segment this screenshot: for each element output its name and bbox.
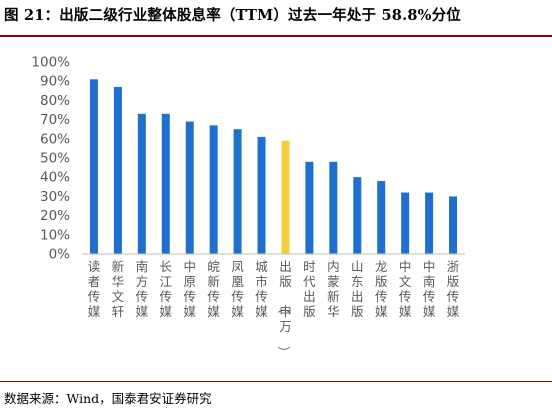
x-tick-label: 城市传媒 [255,259,268,319]
bar [329,161,338,254]
x-tick-label: 长江传媒 [160,259,173,319]
bar [113,86,122,255]
x-tick-label: 内蒙新华 [327,259,340,319]
x-tick-label: 读者传媒 [88,259,101,319]
bar [425,192,434,254]
y-tick-label: 70% [40,112,70,128]
bar [233,129,242,254]
y-tick-label: 100% [31,55,70,71]
bar [449,196,458,254]
y-tick-label: 0% [49,247,71,263]
x-tick-label: 凤凰传媒 [231,259,244,319]
source-note: 数据来源：Wind，国泰君安证券研究 [4,391,212,406]
bar [353,177,362,254]
x-tick-label: 山东出版 [351,259,364,319]
x-tick-label: 皖新传媒 [207,259,220,319]
figure-title: 图 21：出版二级行业整体股息率（TTM）过去一年处于 58.8%分位 [4,7,461,24]
x-tick-label: 中南传媒 [423,259,436,319]
y-tick-label: 80% [40,93,70,109]
y-tick-label: 20% [40,208,70,224]
y-tick-label: 60% [40,131,70,147]
source-divider [0,381,552,382]
y-tick-label: 90% [40,74,70,90]
bar [377,181,386,254]
bar [305,161,314,254]
bar [161,113,170,254]
title-divider [0,35,552,37]
x-tick-label: 浙版传媒 [447,259,460,319]
bar [281,140,290,254]
bar [401,192,410,254]
y-tick-label: 10% [40,227,70,243]
y-tick-label: 50% [40,151,70,167]
bar [137,113,146,254]
x-tick-label: 新华文轩 [112,259,125,319]
x-tick-label: 出版（申万） [276,259,292,359]
bar [89,79,98,254]
y-tick-label: 40% [40,170,70,186]
x-tick-label: 南方传媒 [136,259,149,319]
bar [257,136,266,254]
x-tick-label: 中文传媒 [399,259,412,319]
bars [89,79,458,255]
x-tick-label: 时代出版 [303,259,316,319]
y-tick-label: 30% [40,189,70,205]
bar [209,125,218,254]
x-tick-label: 中原传媒 [183,259,196,319]
bar [185,121,194,255]
bar-chart: 0% 10% 20% 30% 40% 50% 60% 70% 80% 90% 100% 读者传媒新华… [31,55,465,359]
y-axis-ticks: 0% 10% 20% 30% 40% 50% 60% 70% 80% 90% 100% [31,55,70,263]
x-tick-label: 龙版传媒 [375,259,388,319]
